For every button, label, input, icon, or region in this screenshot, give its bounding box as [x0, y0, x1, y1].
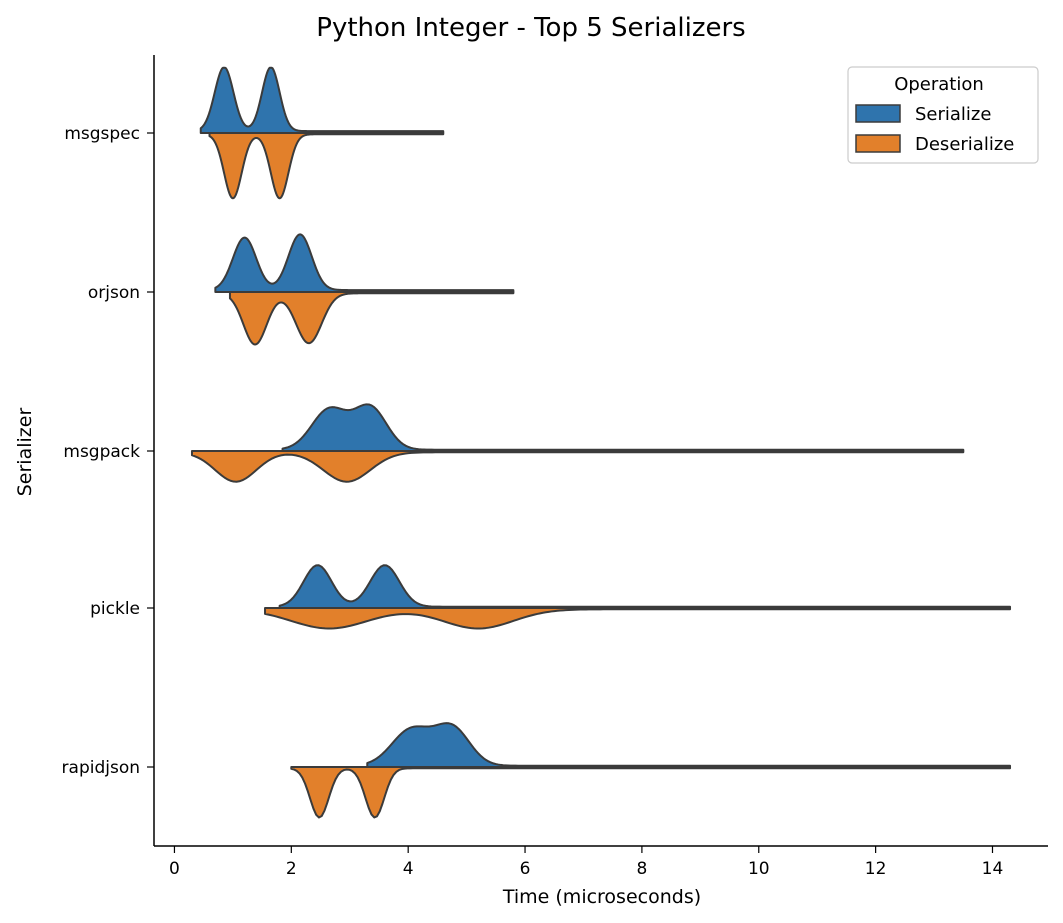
y-tick-label-pickle: pickle	[90, 599, 140, 619]
violin-serialize-orjson	[214, 233, 515, 293]
chart-title: Python Integer - Top 5 Serializers	[316, 13, 745, 43]
x-tick-label: 10	[748, 859, 770, 879]
axes-layer: 0 2 4 6 8 10 12 14 msgspec orjson msgpack pickle rap…	[62, 55, 1048, 879]
violin-layer	[190, 66, 1012, 819]
y-tick-label-rapidjson: rapidjson	[62, 758, 140, 778]
violin-deserialize-rapidjson	[290, 766, 1012, 819]
x-tick-label: 12	[865, 859, 887, 879]
legend-swatch-serialize	[855, 104, 901, 123]
x-tick-label: 14	[982, 859, 1004, 879]
violin-deserialize-pickle	[264, 607, 1012, 630]
x-tick-label: 0	[169, 859, 180, 879]
y-tick-label-msgpack: msgpack	[63, 442, 140, 462]
legend-label-serialize: Serialize	[915, 104, 991, 125]
legend-label-deserialize: Deserialize	[915, 134, 1014, 155]
violin-deserialize-orjson	[228, 291, 515, 346]
violin-serialize-rapidjson	[366, 722, 1012, 768]
y-tick-label-orjson: orjson	[88, 283, 140, 303]
violin-serialize-pickle	[278, 564, 1012, 609]
violin-deserialize-msgpack	[190, 450, 965, 483]
y-axis-label: Serializer	[14, 408, 36, 497]
x-tick-label: 6	[520, 859, 531, 879]
x-tick-label: 8	[636, 859, 647, 879]
x-tick-label: 4	[403, 859, 414, 879]
legend: Operation Serialize Deserialize	[847, 66, 1039, 164]
x-axis-label: Time (microseconds)	[502, 886, 701, 908]
y-tick-label-msgspec: msgspec	[64, 124, 140, 144]
legend-swatch-deserialize	[855, 134, 901, 153]
x-tick-label: 2	[286, 859, 297, 879]
violin-serialize-msgpack	[281, 403, 965, 452]
violin-deserialize-msgspec	[208, 132, 445, 200]
legend-title: Operation	[894, 74, 984, 95]
violin-serialize-msgspec	[199, 66, 445, 134]
